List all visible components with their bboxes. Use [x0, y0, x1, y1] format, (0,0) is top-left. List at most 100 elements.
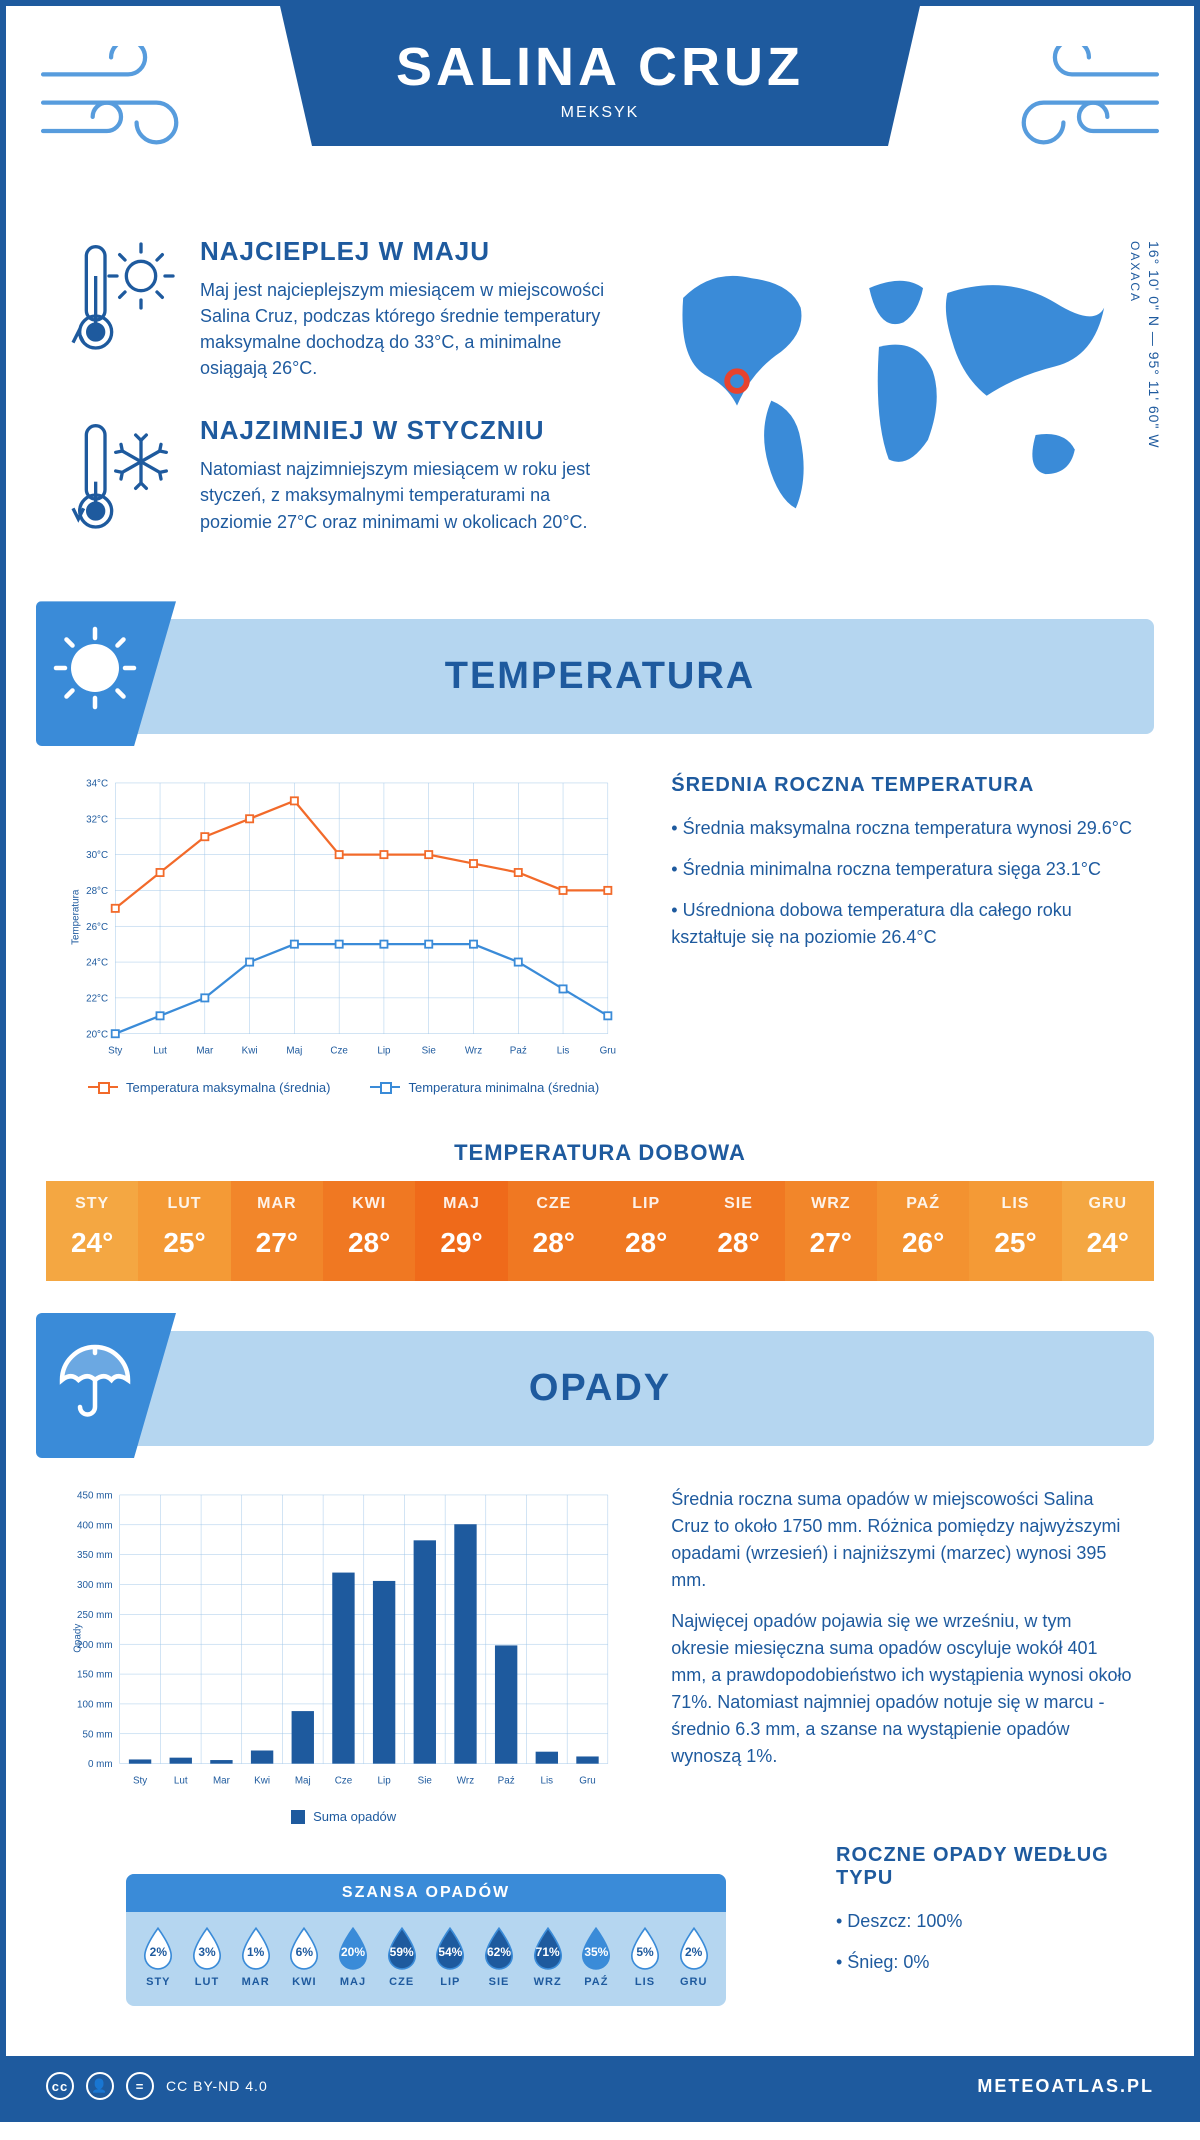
page-subtitle: MEKSYK: [300, 104, 900, 122]
map-column: OAXACA 16° 10' 0" N — 95° 11' 60" W: [644, 236, 1134, 569]
svg-text:20°C: 20°C: [86, 1030, 108, 1041]
svg-text:Kwi: Kwi: [254, 1775, 270, 1786]
svg-text:Lis: Lis: [557, 1046, 570, 1057]
sun-icon: [36, 601, 176, 746]
chance-cell: 2% STY: [134, 1926, 183, 1988]
daily-month: GRU: [1062, 1195, 1154, 1213]
raindrop-icon: 54%: [432, 1926, 468, 1970]
daily-cell: PAŹ26°: [877, 1181, 969, 1281]
chance-pct: 35%: [578, 1926, 614, 1970]
daily-value: 29°: [415, 1227, 507, 1259]
chance-month: GRU: [669, 1976, 718, 1988]
svg-text:Gru: Gru: [600, 1046, 616, 1057]
daily-value: 28°: [323, 1227, 415, 1259]
section-title: OPADY: [529, 1367, 671, 1410]
daily-month: LUT: [138, 1195, 230, 1213]
svg-text:Maj: Maj: [295, 1775, 311, 1786]
chance-month: WRZ: [523, 1976, 572, 1988]
svg-text:Maj: Maj: [286, 1046, 302, 1057]
daily-month: CZE: [508, 1195, 600, 1213]
chance-cell: 5% LIS: [621, 1926, 670, 1988]
daily-month: LIP: [600, 1195, 692, 1213]
svg-text:Mar: Mar: [196, 1046, 214, 1057]
daily-month: KWI: [323, 1195, 415, 1213]
raindrop-icon: 71%: [530, 1926, 566, 1970]
svg-text:Lip: Lip: [377, 1046, 391, 1057]
daily-value: 25°: [969, 1227, 1061, 1259]
svg-text:30°C: 30°C: [86, 851, 108, 862]
daily-value: 24°: [1062, 1227, 1154, 1259]
daily-cell: SIE28°: [692, 1181, 784, 1281]
chance-cell: 35% PAŹ: [572, 1926, 621, 1988]
temperature-legend: Temperatura maksymalna (średnia) Tempera…: [66, 1080, 621, 1095]
svg-text:Gru: Gru: [579, 1775, 595, 1786]
svg-text:Sty: Sty: [108, 1046, 122, 1057]
facts-column: NAJCIEPLEJ W MAJU Maj jest najcieplejszy…: [66, 236, 604, 569]
rain-chance-box: SZANSA OPADÓW 2% STY 3% LUT 1% MAR 6% KW…: [126, 1874, 726, 2006]
chance-pct: 2%: [140, 1926, 176, 1970]
svg-text:250 mm: 250 mm: [77, 1610, 113, 1621]
daily-cell: KWI 28°: [323, 1181, 415, 1281]
daily-month: LIS: [969, 1195, 1061, 1213]
by-icon: 👤: [86, 2072, 114, 2100]
fact-title: NAJCIEPLEJ W MAJU: [200, 236, 604, 267]
rain-chance-grid: 2% STY 3% LUT 1% MAR 6% KWI 20% MAJ 59% …: [126, 1912, 726, 1988]
daily-cell: MAJ29°: [415, 1181, 507, 1281]
svg-text:450 mm: 450 mm: [77, 1490, 113, 1501]
svg-text:Lip: Lip: [378, 1775, 392, 1786]
svg-text:Sty: Sty: [133, 1775, 147, 1786]
chance-month: STY: [134, 1976, 183, 1988]
raindrop-icon: 6%: [286, 1926, 322, 1970]
chance-pct: 20%: [335, 1926, 371, 1970]
svg-text:300 mm: 300 mm: [77, 1580, 113, 1591]
chance-month: LIS: [621, 1976, 670, 1988]
svg-text:0 mm: 0 mm: [88, 1759, 113, 1770]
svg-text:100 mm: 100 mm: [77, 1699, 113, 1710]
fact-body: Maj jest najcieplejszym miesiącem w miej…: [200, 277, 604, 381]
type-bullets: • Deszcz: 100% • Śnieg: 0%: [836, 1908, 1134, 1976]
legend-sum: Suma opadów: [291, 1809, 396, 1824]
daily-value: 28°: [508, 1227, 600, 1259]
bullet: • Śnieg: 0%: [836, 1949, 1134, 1976]
temperature-row: 20°C22°C24°C26°C28°C30°C32°C34°CStyLutMa…: [6, 734, 1194, 1115]
svg-text:50 mm: 50 mm: [82, 1729, 112, 1740]
daily-value: 28°: [600, 1227, 692, 1259]
daily-cell: LIS 25°: [969, 1181, 1061, 1281]
svg-text:Paź: Paź: [498, 1775, 515, 1786]
raindrop-icon: 2%: [676, 1926, 712, 1970]
coordinates: 16° 10' 0" N — 95° 11' 60" W: [1146, 241, 1162, 449]
chance-pct: 3%: [189, 1926, 225, 1970]
daily-cell: LUT 25°: [138, 1181, 230, 1281]
legend-max: Temperatura maksymalna (średnia): [88, 1080, 330, 1095]
bullet: • Deszcz: 100%: [836, 1908, 1134, 1935]
daily-value: 26°: [877, 1227, 969, 1259]
chance-cell: 71% WRZ: [523, 1926, 572, 1988]
title-band: SALINA CRUZ MEKSYK: [280, 6, 920, 146]
rain-chance-title: SZANSA OPADÓW: [126, 1874, 726, 1912]
page: SALINA CRUZ MEKSYK NAJCIEPLEJ W MAJU Maj…: [0, 0, 1200, 2122]
legend-label: Temperatura minimalna (średnia): [408, 1080, 599, 1095]
daily-value: 25°: [138, 1227, 230, 1259]
chance-cell: 3% LUT: [183, 1926, 232, 1988]
chance-cell: 54% LIP: [426, 1926, 475, 1988]
footer-brand: METEOATLAS.PL: [977, 2076, 1154, 2097]
temperature-chart: 20°C22°C24°C26°C28°C30°C32°C34°CStyLutMa…: [66, 774, 621, 1095]
svg-text:150 mm: 150 mm: [77, 1670, 113, 1681]
daily-month: SIE: [692, 1195, 784, 1213]
chance-cell: 1% MAR: [231, 1926, 280, 1988]
daily-temperature-title: TEMPERATURA DOBOWA: [6, 1140, 1194, 1166]
thermometer-sun-icon: [66, 236, 176, 356]
chance-cell: 2% GRU: [669, 1926, 718, 1988]
svg-text:Kwi: Kwi: [242, 1046, 258, 1057]
bullet: • Średnia minimalna roczna temperatura s…: [671, 856, 1134, 883]
chance-pct: 2%: [676, 1926, 712, 1970]
chance-pct: 5%: [627, 1926, 663, 1970]
bullet: • Średnia maksymalna roczna temperatura …: [671, 815, 1134, 842]
svg-text:34°C: 34°C: [86, 779, 108, 790]
chance-cell: 62% SIE: [475, 1926, 524, 1988]
fact-title: NAJZIMNIEJ W STYCZNIU: [200, 415, 604, 446]
chance-month: MAJ: [329, 1976, 378, 1988]
chance-month: SIE: [475, 1976, 524, 1988]
legend-label: Temperatura maksymalna (średnia): [126, 1080, 330, 1095]
svg-text:Lut: Lut: [174, 1775, 188, 1786]
